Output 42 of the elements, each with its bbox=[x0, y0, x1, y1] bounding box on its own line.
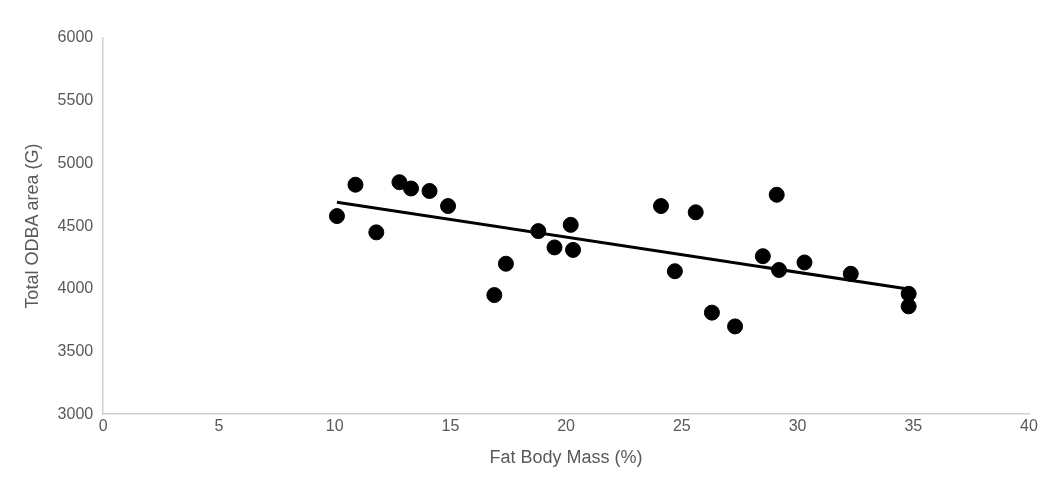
point bbox=[440, 198, 457, 215]
point bbox=[754, 248, 771, 265]
point bbox=[530, 223, 547, 240]
x-tick-label: 10 bbox=[325, 417, 344, 435]
point bbox=[842, 265, 859, 282]
point bbox=[328, 208, 345, 225]
x-tick-label: 40 bbox=[1020, 417, 1038, 435]
point bbox=[768, 186, 785, 203]
x-tick-label: 0 bbox=[98, 417, 108, 435]
point bbox=[652, 198, 669, 215]
point bbox=[403, 180, 420, 197]
point bbox=[497, 255, 514, 272]
y-tick-label: 4500 bbox=[57, 216, 94, 234]
y-axis-title: Total ODBA area (G) bbox=[21, 143, 42, 309]
y-tick-label: 5500 bbox=[57, 91, 94, 109]
point bbox=[391, 174, 408, 191]
x-axis-title: Fat Body Mass (%) bbox=[489, 447, 643, 468]
point bbox=[421, 182, 438, 199]
point bbox=[546, 239, 563, 256]
point bbox=[368, 224, 385, 241]
y-tick-label: 3500 bbox=[57, 341, 94, 359]
y-tick-label: 4000 bbox=[57, 279, 94, 297]
point bbox=[562, 216, 579, 233]
point bbox=[666, 263, 683, 280]
point bbox=[486, 287, 503, 304]
x-tick-label: 20 bbox=[557, 417, 576, 435]
point bbox=[771, 261, 788, 278]
x-tick-label: 25 bbox=[672, 417, 691, 435]
point bbox=[565, 241, 582, 258]
point bbox=[347, 176, 364, 193]
y-tick-label: 5000 bbox=[57, 153, 94, 171]
y-tick-label: 6000 bbox=[57, 28, 94, 46]
point bbox=[796, 254, 813, 271]
x-tick-label: 5 bbox=[214, 417, 224, 435]
x-tick-label: 30 bbox=[788, 417, 807, 435]
point bbox=[900, 298, 917, 315]
point bbox=[687, 204, 704, 221]
point bbox=[727, 318, 744, 335]
x-tick-label: 35 bbox=[904, 417, 923, 435]
y-tick-label: 3000 bbox=[57, 404, 94, 422]
point bbox=[703, 304, 720, 321]
x-tick-label: 15 bbox=[441, 417, 460, 435]
